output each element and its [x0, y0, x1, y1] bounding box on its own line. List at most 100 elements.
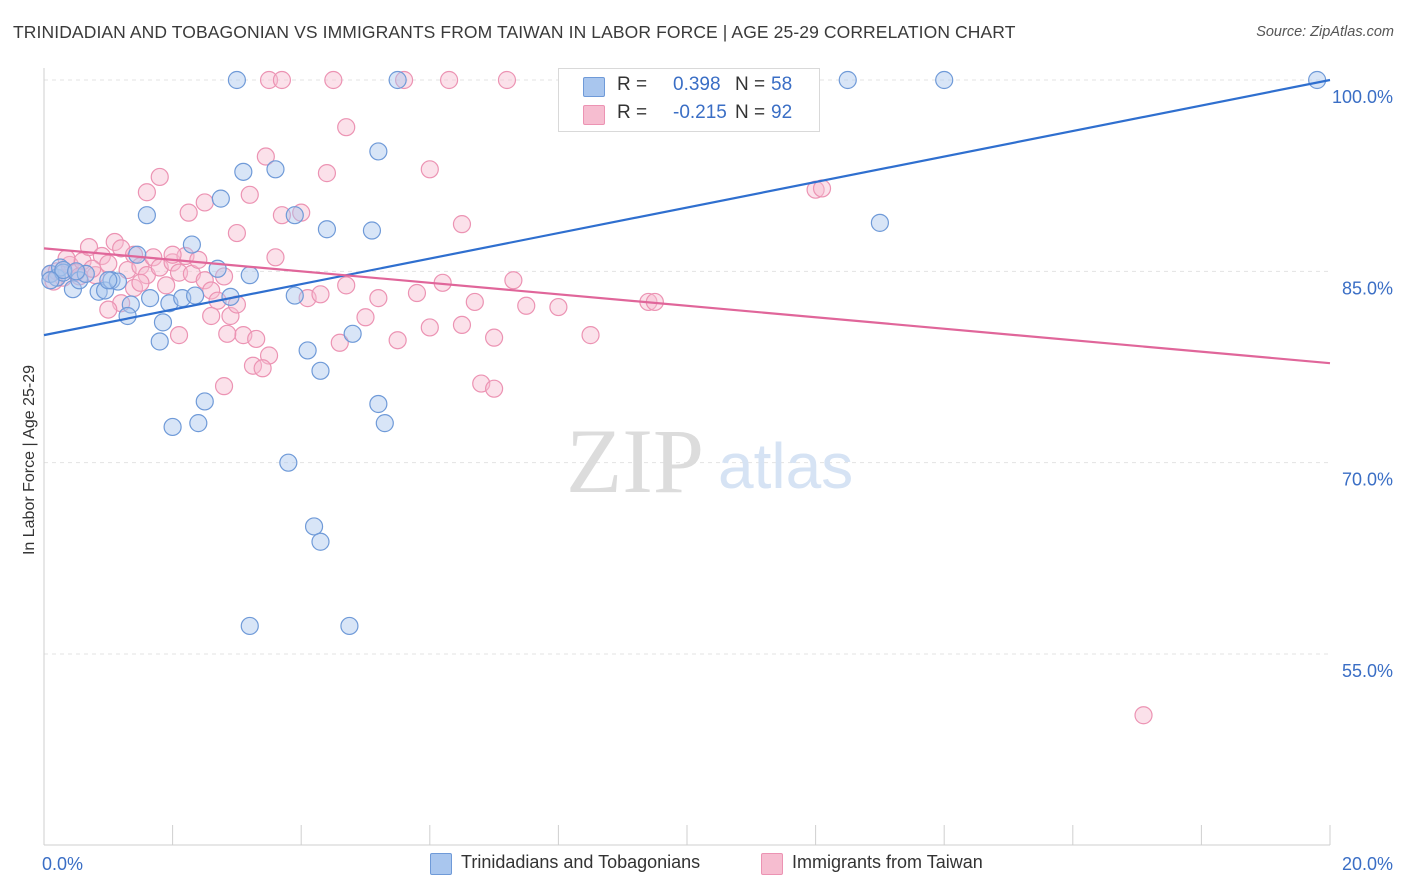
- trinidad-point: [137, 206, 156, 225]
- trinidad-point: [1308, 70, 1327, 90]
- taiwan-point: [324, 70, 343, 90]
- taiwan-point: [253, 359, 272, 378]
- y-tick-label: 55.0%: [1342, 661, 1393, 681]
- taiwan-point: [465, 292, 484, 312]
- trinidad-point: [118, 306, 137, 326]
- trinidad-point: [369, 394, 388, 414]
- trend-line-trinidad: [43, 78, 1331, 337]
- trinidad-point: [108, 272, 128, 291]
- taiwan-point: [497, 70, 517, 90]
- taiwan-point: [214, 377, 234, 396]
- taiwan-point: [221, 306, 240, 326]
- taiwan-point: [330, 333, 349, 352]
- taiwan-point: [337, 276, 356, 295]
- trinidad-point: [121, 295, 140, 314]
- trinidad-point: [285, 206, 304, 225]
- taiwan-point: [452, 215, 472, 234]
- taiwan-point: [157, 276, 176, 295]
- trinidad-point: [41, 271, 60, 290]
- trinidad-point: [234, 162, 253, 181]
- trinidad-point: [304, 517, 324, 536]
- y-tick-label: 70.0%: [1342, 470, 1393, 490]
- trinidad-point: [189, 414, 208, 433]
- trinidad-point: [317, 220, 337, 239]
- legend-n-label: N =: [735, 74, 766, 95]
- trinidad-point: [54, 260, 73, 280]
- taiwan-point: [581, 326, 600, 345]
- taiwan-point: [202, 281, 221, 300]
- taiwan-point: [256, 147, 275, 166]
- taiwan-point: [227, 223, 246, 243]
- taiwan-point: [420, 318, 439, 337]
- taiwan-point: [272, 70, 292, 90]
- trinidad-point: [95, 281, 115, 300]
- tick-labels: 100.0% 85.0% 70.0% 55.0% 0.0% 20.0%: [42, 87, 1393, 874]
- taiwan-point: [240, 185, 259, 204]
- trinidad-point: [195, 392, 214, 411]
- taiwan-point: [137, 183, 156, 202]
- taiwan-point: [517, 296, 536, 315]
- taiwan-point: [189, 250, 208, 269]
- taiwan-point: [311, 285, 330, 304]
- taiwan-point: [394, 70, 414, 90]
- trinidad-point: [298, 341, 317, 360]
- legend-r-label: R =: [617, 102, 648, 123]
- y-tick-label: 85.0%: [1342, 278, 1393, 298]
- source-label: Source: ZipAtlas.com: [1256, 24, 1394, 40]
- taiwan-point: [485, 379, 504, 398]
- taiwan-point: [195, 271, 214, 290]
- trend-lines: [43, 78, 1331, 365]
- legend-n-label: N =: [735, 102, 766, 123]
- trinidad-point: [186, 286, 205, 305]
- taiwan-point: [247, 329, 266, 349]
- taiwan-point: [99, 254, 118, 273]
- y-tick-label: 100.0%: [1332, 87, 1393, 107]
- trinidad-point: [311, 532, 330, 551]
- trinidad-point: [343, 324, 362, 343]
- trinidad-point: [279, 453, 298, 472]
- trinidad-point: [340, 616, 359, 636]
- bottom-legend-label-trinidad: Trinidadians and Tobagonians: [461, 852, 701, 872]
- taiwan-point: [179, 203, 198, 222]
- series-trinidad-points: [41, 70, 1327, 636]
- trinidad-point: [362, 221, 382, 240]
- legend-swatch-taiwan: [583, 105, 605, 125]
- taiwan-point: [485, 328, 504, 347]
- trinidad-point: [140, 289, 160, 308]
- trinidad-point: [63, 280, 83, 299]
- trinidad-point: [369, 142, 388, 161]
- trinidad-point: [227, 70, 246, 90]
- legend-r-label: R =: [617, 74, 648, 95]
- taiwan-point: [1134, 706, 1153, 725]
- trinidad-point: [870, 213, 890, 232]
- trinidad-point: [163, 417, 182, 437]
- legend-r-value-taiwan: -0.215: [673, 102, 727, 123]
- taiwan-point: [388, 331, 407, 350]
- taiwan-point: [369, 289, 388, 308]
- taiwan-point: [337, 118, 356, 137]
- taiwan-point: [272, 206, 292, 225]
- trinidad-point: [388, 70, 407, 90]
- trinidad-point: [311, 361, 330, 380]
- trend-line-taiwan: [43, 247, 1331, 365]
- taiwan-point: [504, 271, 523, 290]
- y-axis-label: In Labor Force | Age 25-29: [21, 364, 38, 556]
- trinidad-point: [285, 286, 304, 305]
- taiwan-point: [202, 306, 221, 326]
- taiwan-point: [266, 248, 285, 267]
- x-tick-label: 20.0%: [1342, 854, 1393, 874]
- watermark-atlas: atlas: [718, 430, 853, 502]
- taiwan-point: [131, 273, 150, 292]
- stats-legend: R = 0.398 N = 58 R = -0.215 N = 92: [558, 68, 820, 132]
- bottom-legend-label-taiwan: Immigrants from Taiwan: [792, 852, 983, 872]
- trinidad-point: [240, 266, 259, 285]
- trinidad-point: [99, 271, 118, 290]
- watermark-zip: ZIP: [566, 410, 704, 512]
- taiwan-point: [549, 297, 568, 317]
- trinidad-point: [67, 262, 86, 281]
- trinidad-point: [211, 189, 230, 208]
- taiwan-point: [356, 308, 375, 327]
- trinidad-point: [182, 235, 201, 254]
- taiwan-point: [218, 324, 237, 343]
